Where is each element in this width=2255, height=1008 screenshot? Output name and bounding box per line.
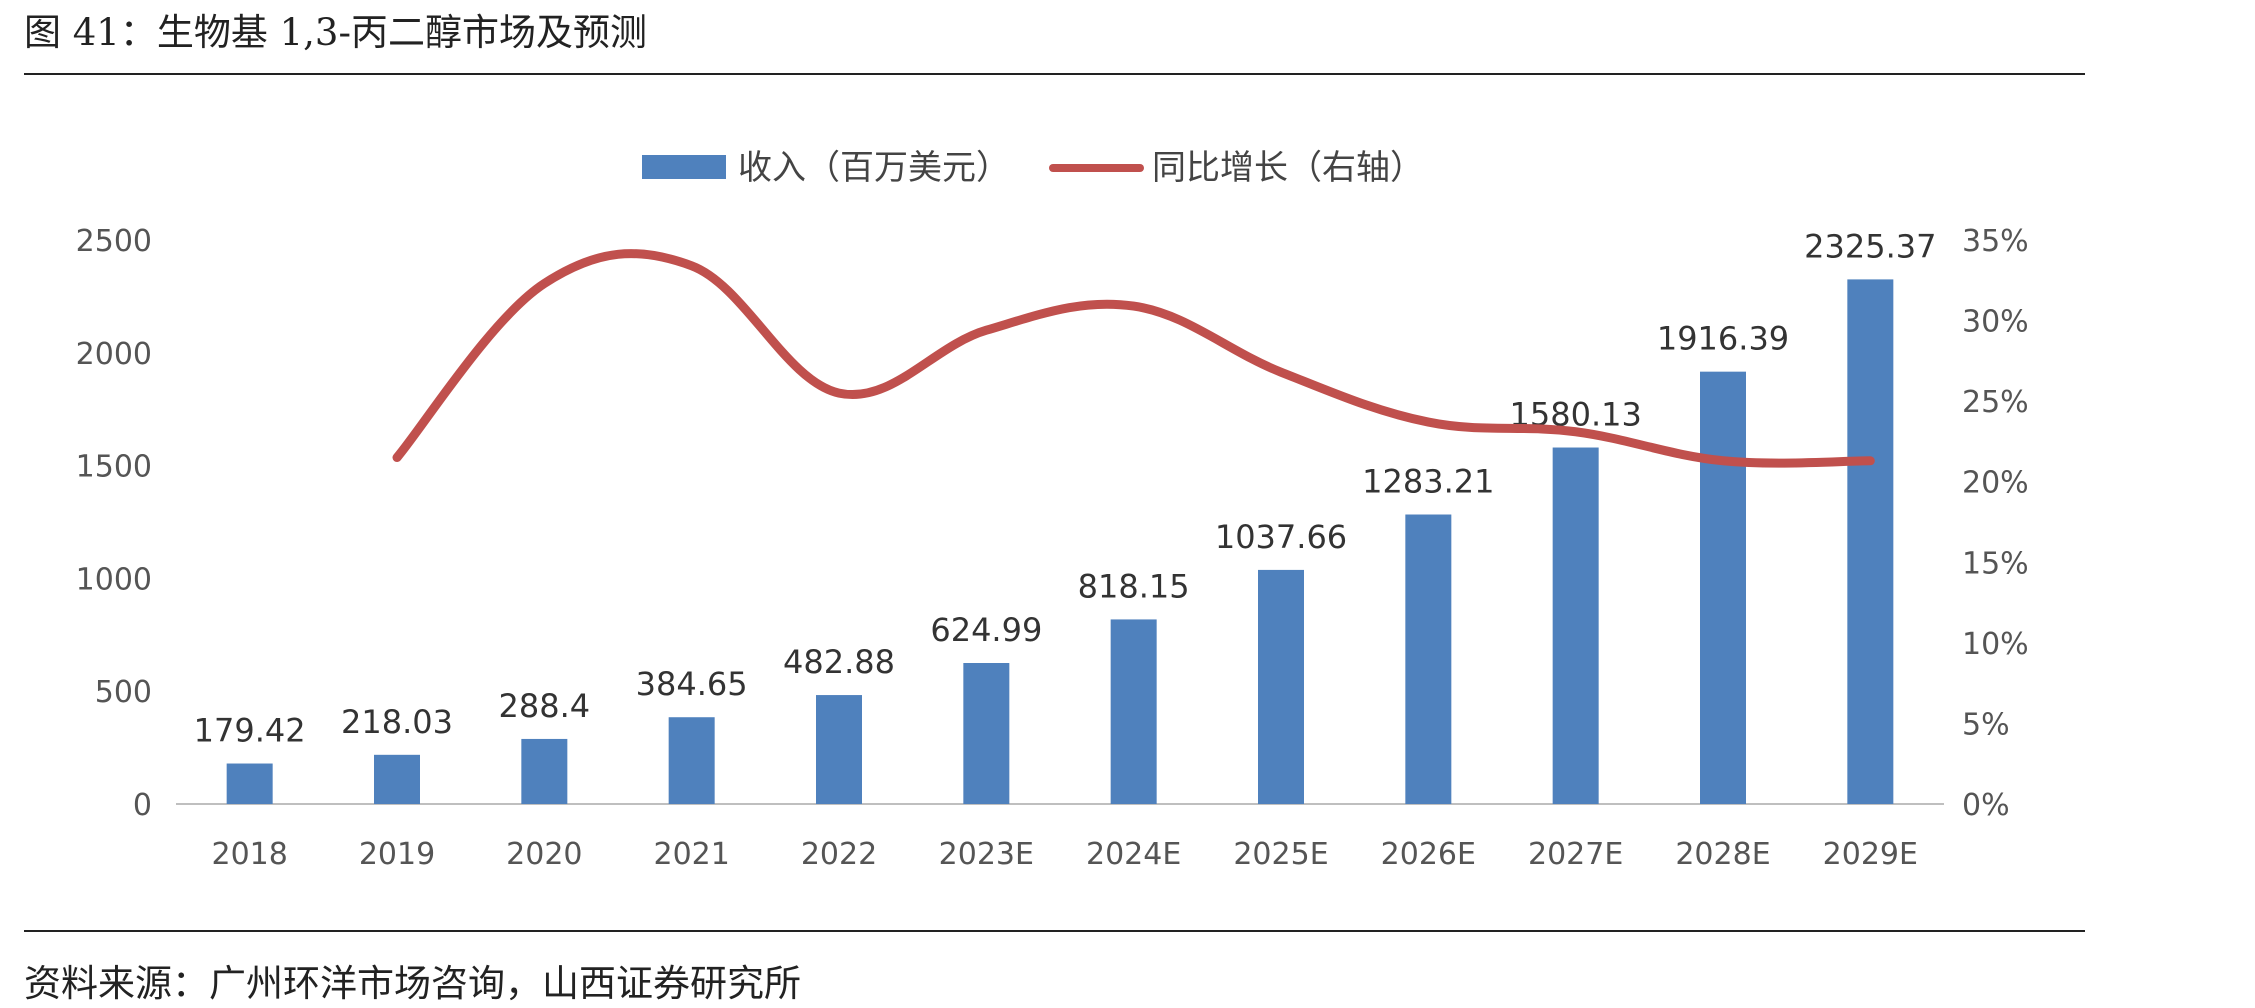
bar-data-label: 218.03 — [341, 703, 453, 741]
top-rule — [24, 73, 2085, 75]
left-tick-label: 0 — [133, 788, 152, 823]
bar — [1700, 371, 1746, 804]
bar — [816, 695, 862, 804]
x-tick-label: 2023E — [939, 837, 1034, 872]
bar — [374, 754, 420, 804]
x-tick-label: 2022 — [801, 837, 877, 872]
bar-data-label: 482.88 — [783, 643, 895, 681]
legend-bar-swatch — [642, 155, 726, 179]
left-tick-label: 2000 — [76, 337, 152, 372]
bar-data-label: 384.65 — [636, 665, 748, 703]
left-tick-label: 1000 — [76, 562, 152, 597]
bar-data-label: 179.42 — [194, 712, 306, 750]
bar-data-label: 288.4 — [499, 687, 591, 725]
left-axis: 0 500 1000 1500 2000 2500 — [76, 224, 152, 823]
x-tick-label: 2025E — [1233, 837, 1328, 872]
right-tick-label: 25% — [1962, 385, 2029, 420]
bar-data-label: 1037.66 — [1215, 518, 1347, 556]
bar-data-label: 624.99 — [930, 611, 1042, 649]
x-tick-label: 2018 — [211, 837, 287, 872]
x-tick-label: 2027E — [1528, 837, 1623, 872]
bar-data-label: 818.15 — [1078, 567, 1190, 605]
bar — [1552, 447, 1599, 804]
bar — [1110, 619, 1157, 804]
bar-data-label: 2325.37 — [1804, 227, 1936, 265]
bar — [963, 663, 1010, 804]
bars — [226, 279, 1894, 805]
right-axis: 0% 5% 10% 15% 20% 25% 30% 35% — [1962, 224, 2029, 823]
legend: 收入（百万美元） 同比增长（右轴） — [642, 148, 1424, 188]
right-tick-label: 30% — [1962, 305, 2029, 340]
bar-data-label: 1283.21 — [1362, 463, 1494, 501]
bar-labels: 179.42 218.03 288.4 384.65 482.88 624.99 818.1… — [194, 227, 1937, 749]
source-note: 资料来源：广州环洋市场咨询，山西证券研究所 — [24, 962, 801, 1005]
x-tick-label: 2026E — [1381, 837, 1476, 872]
bar — [521, 738, 568, 804]
right-tick-label: 5% — [1962, 707, 2010, 742]
right-tick-label: 10% — [1962, 627, 2029, 662]
growth-line — [392, 249, 1875, 468]
x-tick-label: 2029E — [1823, 837, 1918, 872]
bar — [668, 717, 715, 804]
x-tick-label: 2020 — [506, 837, 582, 872]
right-tick-label: 20% — [1962, 466, 2029, 501]
figure-title: 图 41：生物基 1,3-丙二醇市场及预测 — [24, 11, 647, 54]
x-tick-label: 2024E — [1086, 837, 1181, 872]
left-tick-label: 1500 — [76, 450, 152, 485]
bar — [226, 763, 273, 804]
right-tick-label: 35% — [1962, 224, 2029, 259]
bar — [1258, 569, 1304, 804]
x-ticks: 2018 2019 2020 2021 2022 2023E 2024E 2025E 2026E… — [211, 837, 1918, 872]
x-tick-label: 2021 — [653, 837, 729, 872]
left-tick-label: 2500 — [76, 224, 152, 259]
right-tick-label: 0% — [1962, 788, 2010, 823]
right-tick-label: 15% — [1962, 546, 2029, 581]
bar — [1847, 279, 1894, 805]
bar-data-label: 1916.39 — [1657, 320, 1789, 358]
legend-line-label: 同比增长（右轴） — [1152, 148, 1424, 188]
bottom-rule — [24, 930, 2085, 932]
bar — [1405, 514, 1452, 804]
x-tick-label: 2028E — [1675, 837, 1770, 872]
legend-bar-label: 收入（百万美元） — [738, 148, 1010, 188]
x-tick-label: 2019 — [359, 837, 435, 872]
left-tick-label: 500 — [95, 675, 152, 710]
